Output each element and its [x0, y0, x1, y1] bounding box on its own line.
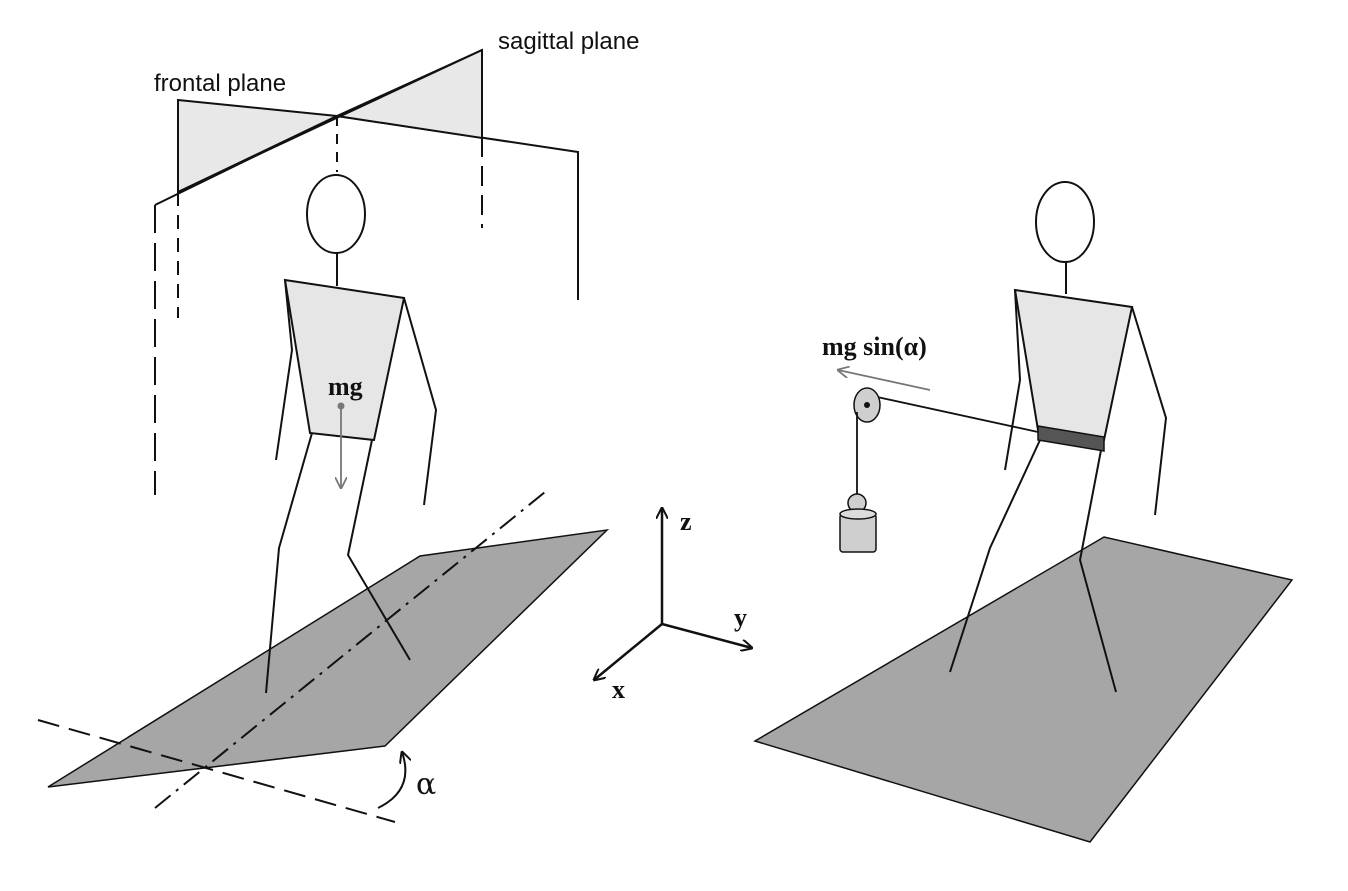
frontal-plane-label: frontal plane — [154, 70, 286, 97]
head — [1035, 181, 1095, 263]
torso — [1013, 288, 1134, 442]
pulley-system — [838, 370, 1039, 553]
sagittal-plane-top-edge — [177, 49, 483, 193]
x-axis — [594, 623, 663, 680]
tilt-axis-dashed — [37, 719, 396, 823]
sagittal-plane-label: sagittal plane — [498, 28, 639, 55]
sagittal-plane-fill — [333, 48, 483, 140]
z-axis-label: z — [680, 507, 692, 536]
mg-label: mg — [328, 372, 363, 401]
force-arrow — [838, 370, 931, 391]
left-arm — [1004, 289, 1022, 471]
frontal-plane-fill — [177, 98, 341, 194]
tension-cable — [867, 394, 1039, 433]
y-axis-label: y — [734, 603, 747, 632]
left-scene: sagittal plane frontal plane α mg — [37, 28, 639, 823]
walker-figure-left: mg — [265, 174, 438, 694]
head — [306, 174, 366, 254]
walker-figure-right — [949, 181, 1168, 693]
y-axis — [661, 622, 752, 648]
left-arm — [275, 279, 294, 461]
waist-belt — [1037, 425, 1105, 452]
alpha-angle-arc — [377, 752, 405, 809]
coordinate-axes: z y x — [594, 507, 752, 704]
pulley-axle — [864, 402, 870, 408]
inclined-floor — [47, 528, 610, 788]
torso — [283, 278, 406, 442]
right-leg — [1078, 444, 1117, 693]
mg-sin-alpha-label: mg sin(α) — [822, 332, 927, 361]
right-arm — [1131, 306, 1168, 516]
alpha-label: α — [416, 767, 436, 802]
hanging-weight-top — [839, 508, 877, 520]
left-leg — [949, 439, 1041, 673]
left-leg — [265, 432, 313, 694]
right-scene: mg sin(α) — [753, 181, 1294, 843]
x-axis-label: x — [612, 675, 625, 704]
walking-axis-dashdot — [154, 491, 546, 809]
right-leg — [346, 439, 411, 661]
level-floor — [753, 536, 1294, 843]
anatomical-planes — [154, 48, 579, 495]
right-arm — [403, 297, 438, 506]
